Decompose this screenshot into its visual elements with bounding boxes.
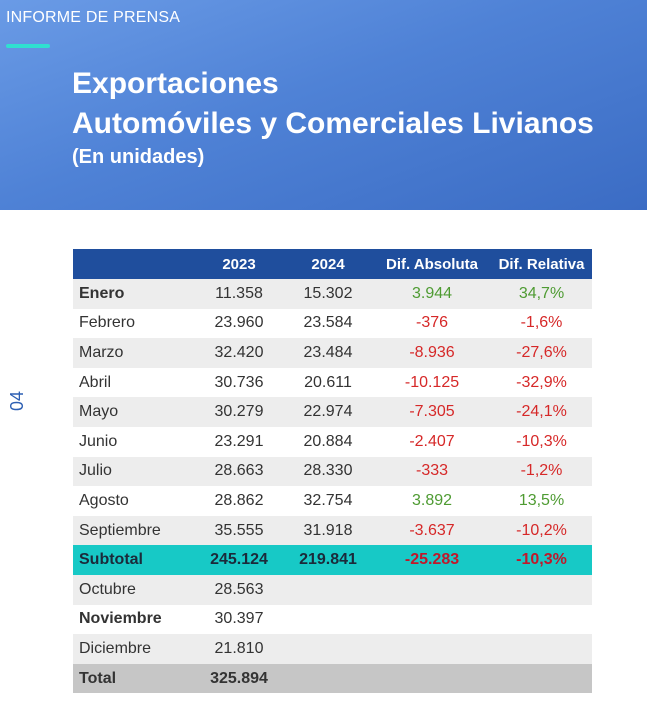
value-2023-cell: 30.736 [195, 367, 283, 398]
abs-diff-cell: 3.944 [373, 279, 491, 309]
value-2024-cell: 28.330 [283, 456, 373, 487]
value-2023-cell: 32.420 [195, 338, 283, 368]
rel-diff-cell: -27,6% [491, 338, 592, 368]
value-2023-cell: 28.563 [195, 574, 283, 605]
rel-diff-cell: -1,2% [491, 456, 592, 487]
rel-diff-cell: -10,2% [491, 515, 592, 546]
rel-diff-cell: -32,9% [491, 367, 592, 398]
table-row: Enero 11.358 15.302 3.944 34,7% [73, 279, 592, 309]
value-2024-cell: 31.918 [283, 515, 373, 546]
table-row: Febrero 23.960 23.584 -376 -1,6% [73, 308, 592, 339]
month-cell: Febrero [73, 308, 195, 339]
abs-diff-cell: -333 [373, 456, 491, 487]
month-cell: Diciembre [73, 634, 195, 664]
table-row: Junio 23.291 20.884 -2.407 -10,3% [73, 426, 592, 457]
subtotal-row: Subtotal 245.124 219.841 -25.283 -10,3% [73, 545, 592, 575]
table-row: Agosto 28.862 32.754 3.892 13,5% [73, 486, 592, 516]
abs-diff-cell: -8.936 [373, 338, 491, 368]
title-line-2: Automóviles y Comerciales Livianos [72, 107, 594, 140]
table-row: Marzo 32.420 23.484 -8.936 -27,6% [73, 338, 592, 368]
table-row: Abril 30.736 20.611 -10.125 -32,9% [73, 367, 592, 398]
value-2023-cell: 23.960 [195, 308, 283, 339]
month-cell: Marzo [73, 338, 195, 368]
value-2024-cell: 20.611 [283, 367, 373, 398]
table-row: Octubre 28.563 [73, 574, 592, 605]
page-title: Exportaciones Automóviles y Comerciales … [72, 64, 594, 144]
column-header-2024: 2024 [283, 249, 373, 279]
value-2023-cell: 28.663 [195, 456, 283, 487]
month-cell: Mayo [73, 397, 195, 427]
header-banner: INFORME DE PRENSA Exportaciones Automóvi… [0, 0, 647, 210]
month-cell: Agosto [73, 486, 195, 516]
table-row: Mayo 30.279 22.974 -7.305 -24,1% [73, 397, 592, 427]
column-header-abs: Dif. Absoluta [373, 249, 491, 279]
value-2024-cell: 15.302 [283, 279, 373, 309]
total-label: Total [73, 663, 195, 694]
subtotal-2023: 245.124 [195, 545, 283, 575]
value-2024-cell: 20.884 [283, 426, 373, 457]
value-2023-cell: 21.810 [195, 634, 283, 664]
value-2023-cell: 35.555 [195, 515, 283, 546]
month-cell: Octubre [73, 574, 195, 605]
abs-diff-cell: -2.407 [373, 426, 491, 457]
table-row: Septiembre 35.555 31.918 -3.637 -10,2% [73, 515, 592, 546]
subtotal-abs: -25.283 [373, 545, 491, 575]
abs-diff-cell: -10.125 [373, 367, 491, 398]
title-line-1: Exportaciones [72, 67, 279, 100]
abs-diff-cell: 3.892 [373, 486, 491, 516]
table-row: Diciembre 21.810 [73, 634, 592, 664]
abs-diff-cell: -7.305 [373, 397, 491, 427]
page-number: 04 [7, 390, 27, 412]
column-header-month [73, 249, 195, 279]
month-cell: Septiembre [73, 515, 195, 546]
total-row: Total 325.894 [73, 663, 592, 694]
value-2024-cell: 22.974 [283, 397, 373, 427]
table-header-row: 2023 2024 Dif. Absoluta Dif. Relativa [73, 249, 592, 279]
abs-diff-cell: -376 [373, 308, 491, 339]
value-2023-cell: 30.397 [195, 604, 283, 635]
month-cell: Abril [73, 367, 195, 398]
value-2023-cell: 23.291 [195, 426, 283, 457]
subtotal-2024: 219.841 [283, 545, 373, 575]
total-2023: 325.894 [195, 663, 283, 694]
abs-diff-cell: -3.637 [373, 515, 491, 546]
value-2024-cell: 23.484 [283, 338, 373, 368]
column-header-2023: 2023 [195, 249, 283, 279]
value-2023-cell: 28.862 [195, 486, 283, 516]
rel-diff-cell: -24,1% [491, 397, 592, 427]
rel-diff-cell: -1,6% [491, 308, 592, 339]
month-cell: Enero [73, 279, 195, 309]
value-2024-cell: 23.584 [283, 308, 373, 339]
month-cell: Julio [73, 456, 195, 487]
exports-table: 2023 2024 Dif. Absoluta Dif. Relativa En… [73, 249, 592, 694]
subtotal-label: Subtotal [73, 545, 195, 575]
table-row: Julio 28.663 28.330 -333 -1,2% [73, 456, 592, 487]
rel-diff-cell: -10,3% [491, 426, 592, 457]
value-2024-cell: 32.754 [283, 486, 373, 516]
month-cell: Noviembre [73, 604, 195, 635]
subtotal-rel: -10,3% [491, 545, 592, 575]
rel-diff-cell: 13,5% [491, 486, 592, 516]
column-header-rel: Dif. Relativa [491, 249, 592, 279]
value-2023-cell: 30.279 [195, 397, 283, 427]
value-2023-cell: 11.358 [195, 279, 283, 309]
rel-diff-cell: 34,7% [491, 279, 592, 309]
kicker-label: INFORME DE PRENSA [6, 9, 181, 26]
month-cell: Junio [73, 426, 195, 457]
page-subtitle: (En unidades) [72, 146, 205, 168]
kicker-underline [6, 44, 50, 48]
table-row: Noviembre 30.397 [73, 604, 592, 635]
